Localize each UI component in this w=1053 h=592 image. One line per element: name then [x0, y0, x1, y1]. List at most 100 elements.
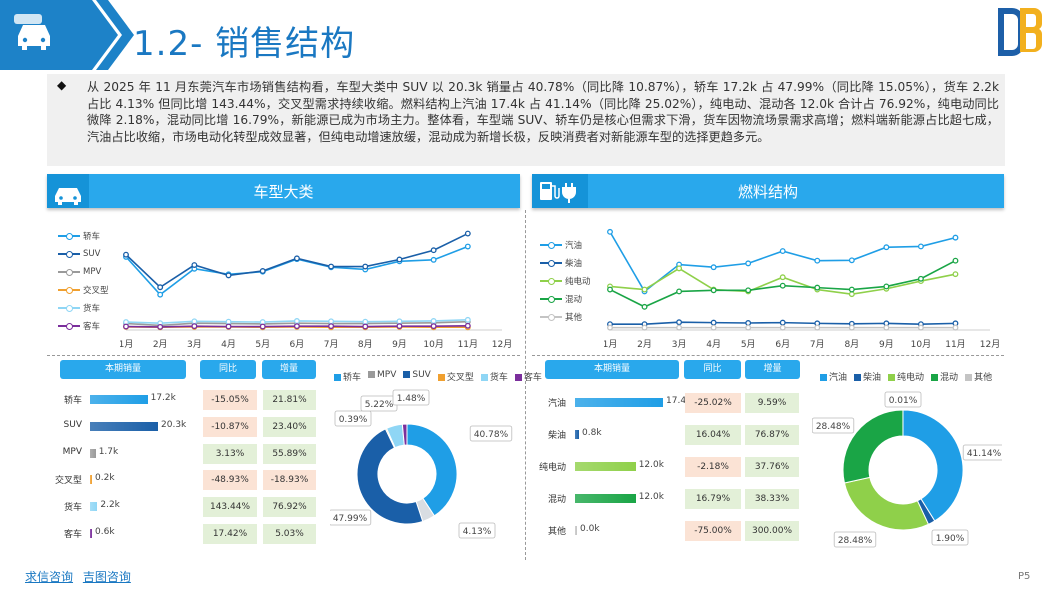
right-line-point [710, 324, 717, 331]
right-donut-legend: 汽油 柴油 纯电动 混动 其他 [820, 370, 992, 383]
right-line-point [883, 283, 890, 290]
legend-label: 交叉型 [446, 373, 474, 383]
increase-cell: 9.59% [745, 393, 799, 413]
legend-item: 客车 [58, 317, 109, 335]
left-line-point [464, 322, 471, 329]
sales-bar [575, 494, 636, 503]
donut-data-label: 0.39% [334, 410, 372, 427]
right-line-point [883, 244, 890, 251]
right-line-x-tick: 2月 [637, 339, 652, 350]
legend-label: SUV [83, 249, 101, 259]
yoy-cell: -75.00% [685, 521, 741, 541]
right-donut-chart: 41.14% 1.90% 28.48% 28.48% 0.01% [812, 391, 1002, 548]
left-line-point [464, 316, 471, 323]
left-line-point [362, 323, 369, 330]
left-line-point [293, 323, 300, 330]
donut-data-label: 47.99% [330, 509, 372, 526]
legend-marker-icon [58, 322, 80, 330]
left-line-point [362, 263, 369, 270]
svg-text:1.48%: 1.48% [397, 394, 426, 404]
legend-marker-icon [540, 313, 562, 321]
left-line-legend: 轿车 SUV MPV 交叉型 货车 客车 [58, 227, 109, 335]
row-label: 柴油 [547, 431, 566, 441]
left-line-point [362, 318, 369, 325]
right-line-point [952, 271, 959, 278]
yoy-cell: -48.93% [203, 470, 257, 491]
left-line-point [328, 263, 335, 270]
right-banner-title: 燃料结构 [737, 183, 798, 201]
right-line-x-tick: 8月 [844, 339, 859, 350]
donut-data-label: 41.14% [962, 444, 1002, 461]
yoy-cell: 17.42% [203, 524, 257, 544]
right-line-x-tick: 4月 [706, 339, 721, 350]
sales-value: 0.2k [95, 473, 115, 484]
row-label: 混动 [547, 495, 566, 505]
car-icon [47, 174, 89, 208]
right-line-point [676, 324, 683, 331]
svg-text:28.48%: 28.48% [838, 536, 873, 546]
page-title: 1.2- 销售结构 [133, 24, 356, 64]
legend-marker-icon [58, 268, 80, 276]
left-line-point [157, 323, 164, 330]
left-line-point [191, 323, 198, 330]
right-line-x-tick: 6月 [775, 339, 790, 350]
legend-item: 货车 [58, 299, 109, 317]
left-line-x-tick: 7月 [324, 339, 339, 350]
legend-swatch-icon [820, 374, 827, 381]
right-line-point [607, 228, 613, 235]
donut-slice [406, 423, 458, 517]
right-line-point [710, 287, 717, 294]
left-line-point [293, 318, 300, 324]
sales-value: 17.4k [666, 396, 692, 406]
increase-cell: 38.33% [745, 489, 799, 509]
left-line-point [328, 323, 335, 330]
right-line-point [710, 319, 717, 326]
left-line-point [464, 243, 471, 250]
right-line-point [676, 288, 683, 295]
left-line-point [157, 291, 164, 298]
right-section-banner: 燃料结构 [532, 174, 1004, 208]
sales-value: 20.3k [161, 419, 187, 430]
left-line-x-tick: 4月 [221, 339, 236, 350]
sales-bar [575, 526, 577, 535]
left-donut-chart: 40.78% 4.13% 47.99% 0.39% 5.22%1.48% [330, 389, 513, 539]
right-line-point [814, 257, 821, 264]
right-line-point [710, 264, 717, 271]
left-line-x-tick: 10月 [423, 339, 443, 350]
increase-cell: 76.87% [745, 425, 799, 445]
row-label: SUV [63, 419, 82, 430]
svg-text:4.13%: 4.13% [463, 527, 492, 537]
legend-marker-icon [58, 232, 80, 240]
svg-text:41.14%: 41.14% [967, 449, 1002, 459]
left-line-point [123, 251, 129, 258]
left-line-x-tick: 1月 [120, 339, 133, 350]
left-line-x-tick: 11月 [458, 339, 478, 350]
legend-item: 柴油 [540, 254, 591, 272]
right-line-point [952, 234, 959, 241]
right-line-x-tick: 12月 [980, 339, 1000, 350]
right-table-header-inc: 增量 [745, 360, 800, 379]
right-line-x-tick: 10月 [911, 339, 931, 350]
footer-link-1[interactable]: 求信咨询 [25, 570, 74, 584]
left-line-point [396, 323, 403, 330]
right-line-x-tick: 7月 [810, 339, 825, 350]
left-line-x-tick: 6月 [290, 339, 305, 350]
right-line-x-tick: 11月 [945, 339, 965, 350]
left-line-point [293, 255, 300, 262]
right-line-point [917, 324, 924, 331]
sales-bar [90, 502, 98, 512]
car-icon [14, 14, 50, 50]
legend-item: 交叉型 [58, 281, 109, 299]
left-line-x-tick: 9月 [392, 339, 407, 350]
left-line-point [430, 256, 437, 263]
row-label: 汽油 [547, 399, 566, 409]
right-line-x-tick: 1月 [604, 339, 617, 350]
footer-link-2[interactable]: 吉图咨询 [82, 570, 131, 584]
right-line-point [745, 260, 752, 267]
increase-cell: 21.81% [263, 390, 316, 410]
left-line-point [225, 323, 232, 330]
sales-bar [90, 475, 92, 485]
row-label: 轿车 [63, 396, 82, 406]
right-table-header-yoy: 同比 [684, 360, 741, 379]
sales-value: 17.2k [150, 393, 176, 403]
